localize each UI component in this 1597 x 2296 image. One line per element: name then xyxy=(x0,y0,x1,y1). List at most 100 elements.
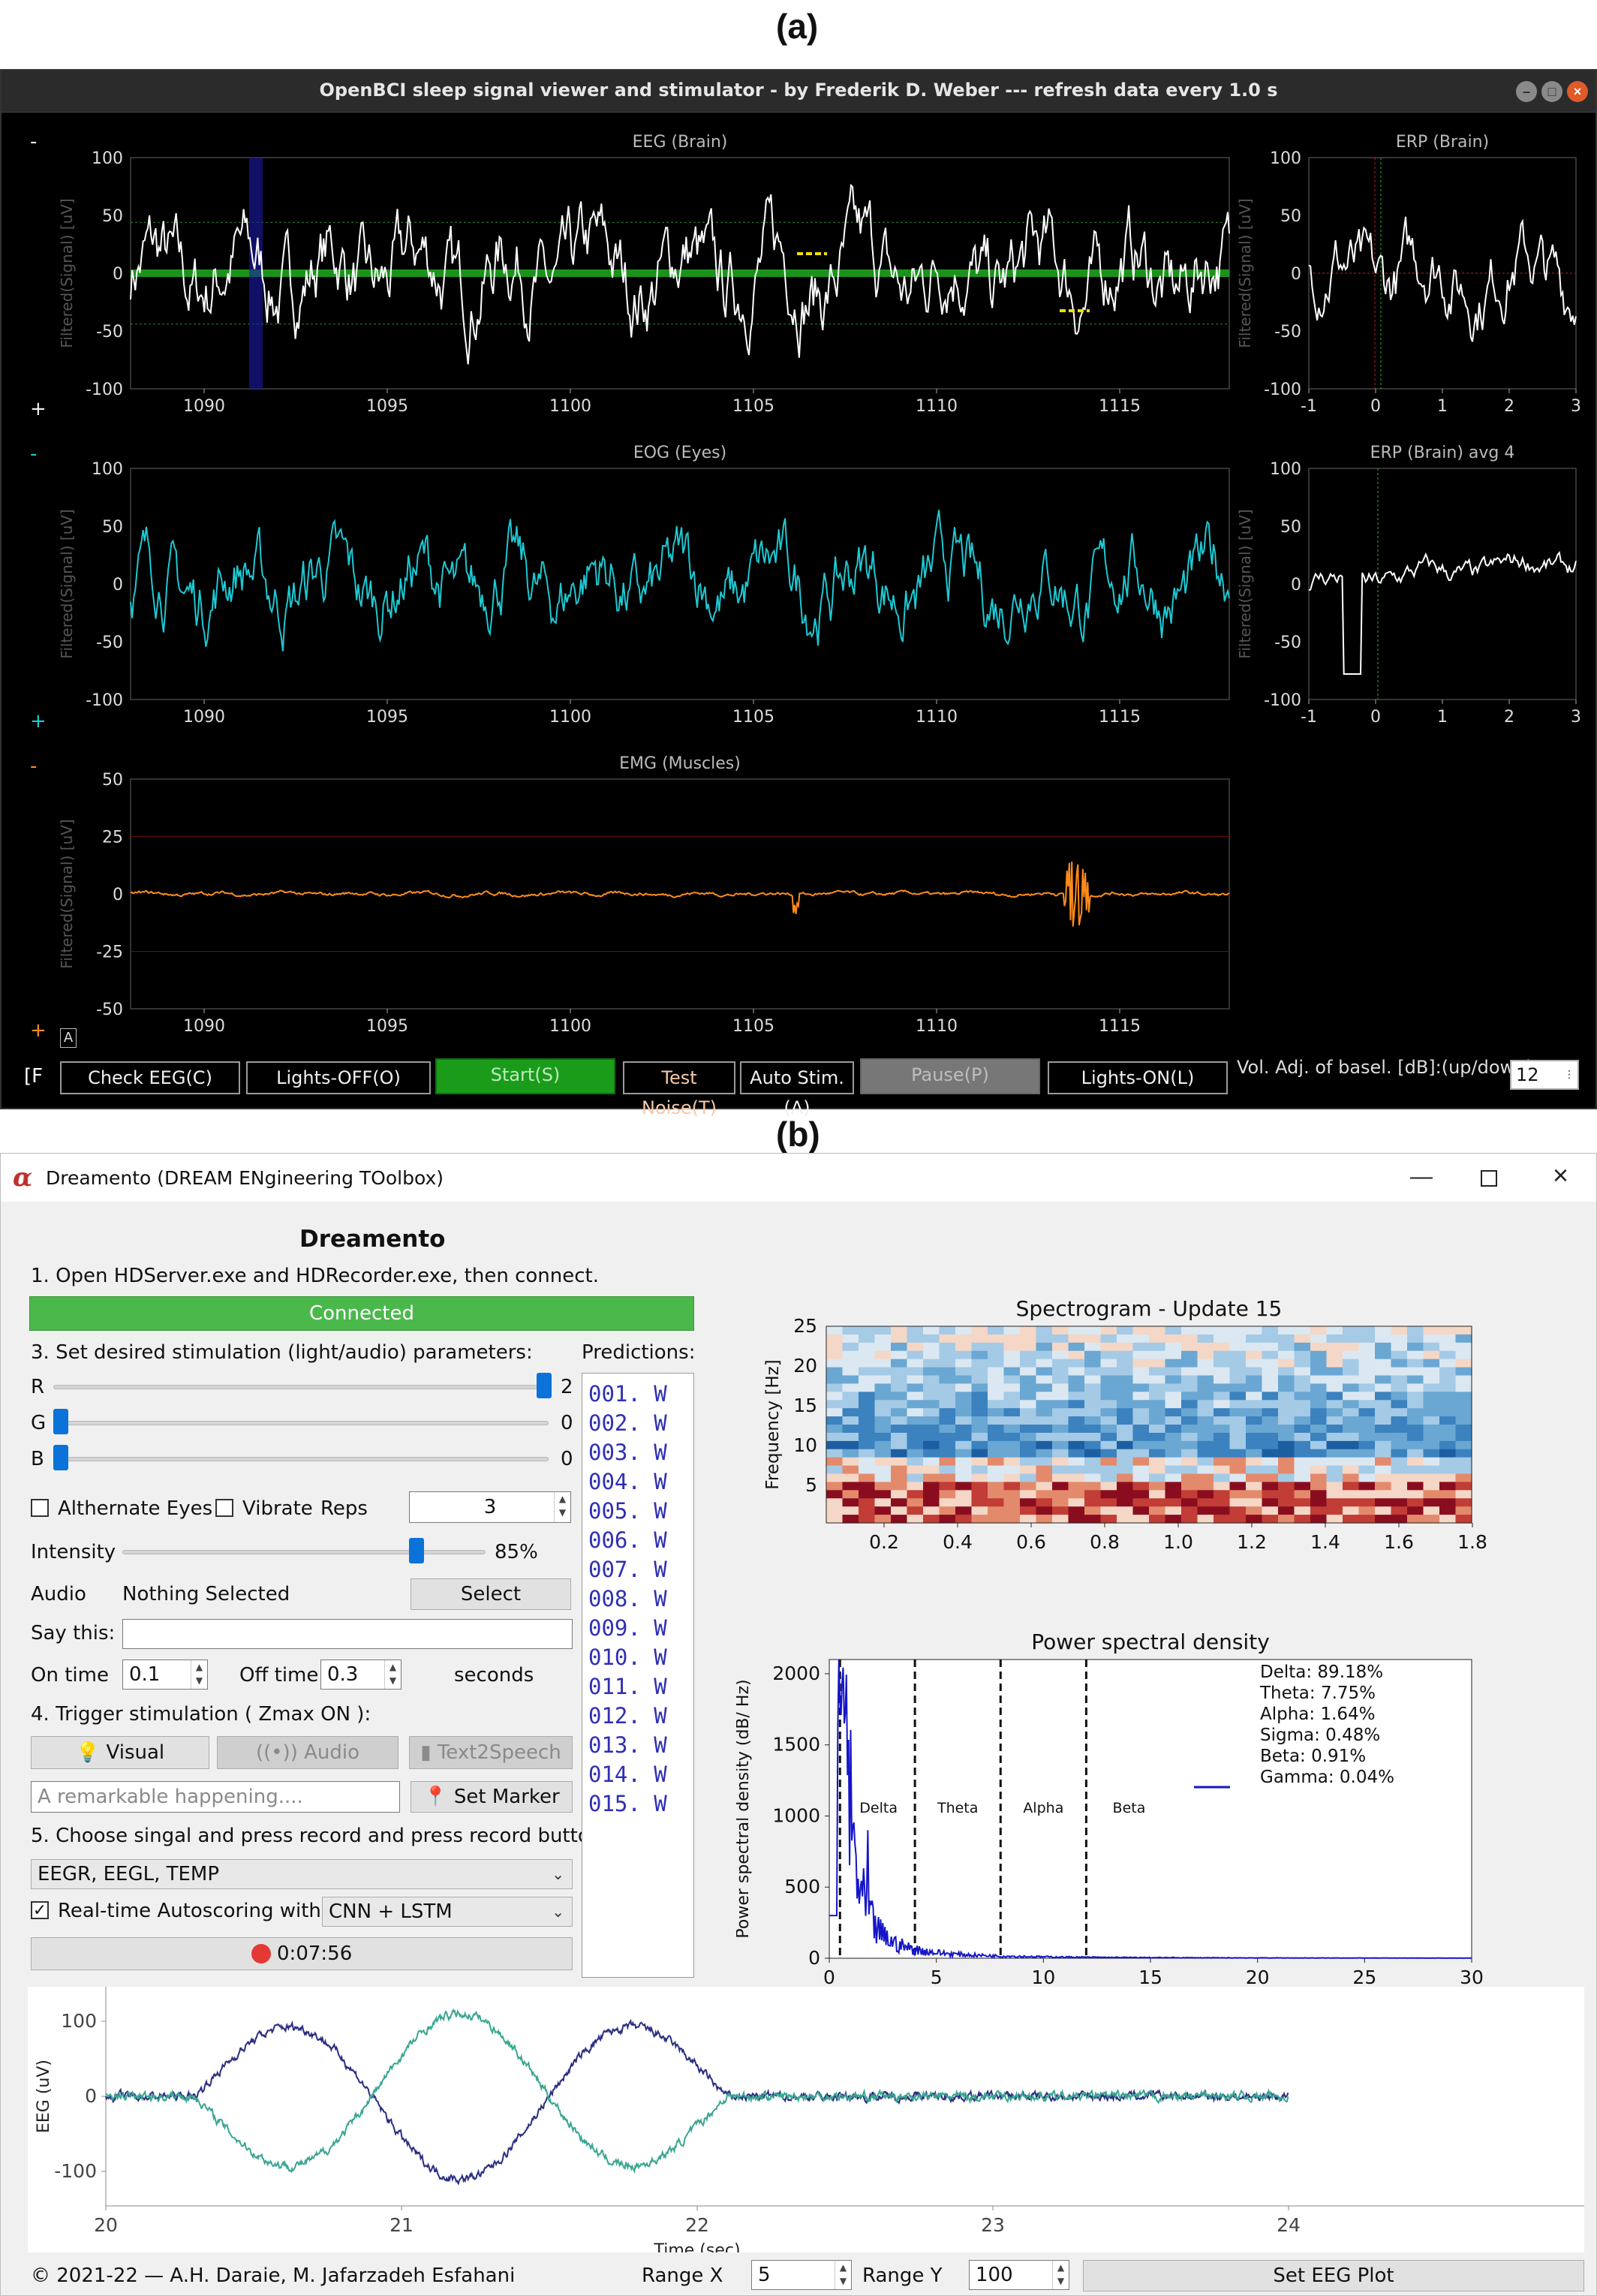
predictions-list[interactable]: 001. W 002. W 003. W 004. W 005. W 006. W 007.… xyxy=(582,1373,694,1978)
spectrogram-cell xyxy=(1117,1457,1134,1467)
g-slider-handle[interactable] xyxy=(53,1409,68,1434)
spectrogram-cell xyxy=(826,1400,844,1409)
spectrogram-cell xyxy=(1246,1342,1263,1352)
close-icon[interactable]: × xyxy=(1567,81,1588,102)
b-slider-handle[interactable] xyxy=(53,1445,68,1470)
auto-range-button[interactable]: A xyxy=(60,1028,77,1048)
spectrogram-cell xyxy=(1117,1449,1134,1458)
spectrogram-cell xyxy=(939,1383,956,1392)
spectrogram-cell xyxy=(1455,1400,1472,1409)
g-slider-track[interactable] xyxy=(53,1421,549,1425)
erp-avg-trace xyxy=(1308,550,1577,675)
lights-off-button[interactable]: Lights-OFF(O) xyxy=(246,1061,431,1094)
spectrogram-title: Spectrogram - Update 15 xyxy=(1016,1296,1283,1321)
marker-input[interactable]: A remarkable happening.... xyxy=(31,1781,400,1813)
spectrogram-cell xyxy=(1262,1400,1279,1409)
prediction-item: 015. W xyxy=(588,1791,667,1816)
on-time-spinbox[interactable]: 0.1 ▲ ▼ xyxy=(122,1660,208,1690)
spectrogram-cell xyxy=(842,1416,859,1425)
spectrogram-cell xyxy=(1310,1326,1328,1335)
range-x-spinbox[interactable]: 5 ▲ ▼ xyxy=(751,2260,852,2290)
chevron-down-icon: ⌄ xyxy=(552,1903,564,1921)
pause-button[interactable]: Pause(P) xyxy=(860,1058,1040,1094)
eog-scale-plus[interactable]: + xyxy=(30,710,47,733)
vibrate-checkbox[interactable] xyxy=(215,1499,233,1517)
start-button[interactable]: Start(S) xyxy=(435,1058,615,1094)
minimize-icon[interactable]: – xyxy=(1516,81,1537,102)
spectrogram-cell xyxy=(1375,1350,1392,1360)
visual-button[interactable]: 💡 Visual xyxy=(31,1736,209,1769)
maximize-icon[interactable]: □ xyxy=(1541,81,1562,102)
emg-scale-minus[interactable]: - xyxy=(30,755,38,778)
spectrogram-cell xyxy=(1262,1440,1279,1450)
spectrogram-cell xyxy=(1310,1416,1328,1425)
spectrogram-cell xyxy=(1326,1408,1343,1417)
intensity-slider-handle[interactable] xyxy=(409,1538,424,1563)
r-slider-track[interactable] xyxy=(53,1385,549,1389)
signal-combobox[interactable]: EEGR, EEGL, TEMP ⌄ xyxy=(31,1859,573,1889)
openbci-titlebar: OpenBCI sleep signal viewer and stimulat… xyxy=(2,71,1595,113)
spectrogram-cell xyxy=(1020,1506,1037,1515)
off-time-spinbox[interactable]: 0.3 ▲ ▼ xyxy=(320,1660,402,1690)
auto-stim-button[interactable]: Auto Stim.(A) xyxy=(740,1061,854,1118)
test-noise-button[interactable]: Test Noise(T) xyxy=(623,1061,735,1118)
spectrogram-cell xyxy=(1197,1506,1214,1515)
spectrogram-cell xyxy=(1326,1449,1343,1458)
text2speech-button[interactable]: ▮ Text2Speech xyxy=(409,1736,573,1769)
spectrogram-cell xyxy=(1278,1473,1295,1483)
spectrogram-cell xyxy=(1068,1506,1085,1515)
psd-legend-entry: Gamma: 0.04% xyxy=(1260,1768,1394,1787)
spectrogram-cell xyxy=(1052,1408,1069,1417)
emg-xtick: 1115 xyxy=(1099,1017,1141,1036)
spectrogram-cell xyxy=(1294,1408,1311,1417)
minimize-icon[interactable]: — xyxy=(1410,1164,1433,1189)
emg-scale-plus[interactable]: + xyxy=(30,1019,47,1042)
say-this-input[interactable] xyxy=(122,1619,573,1649)
range-y-value: 100 xyxy=(976,2264,1013,2286)
record-button[interactable]: 0:07:56 xyxy=(31,1937,573,1970)
spectrogram-cell xyxy=(988,1367,1005,1377)
spectrogram-cell xyxy=(1181,1425,1199,1434)
autoscoring-checkbox[interactable]: ✓ xyxy=(31,1901,49,1919)
spectrogram-cell xyxy=(1197,1359,1214,1368)
spectrogram-cell xyxy=(1149,1457,1166,1467)
spectrogram-cell xyxy=(1052,1367,1069,1377)
spectrogram-cell xyxy=(1020,1440,1037,1450)
r-slider-handle[interactable] xyxy=(537,1373,552,1398)
spectrogram-cell xyxy=(1358,1473,1376,1483)
spectrogram-cell xyxy=(1391,1449,1408,1458)
eog-scale-minus[interactable]: - xyxy=(30,443,38,465)
spectrogram-cell xyxy=(1132,1326,1150,1335)
spectrogram-cell xyxy=(891,1408,908,1417)
maximize-icon[interactable] xyxy=(1481,1170,1497,1187)
volume-spinbox[interactable]: 12 ⋮ xyxy=(1510,1060,1579,1090)
eeg-scale-plus[interactable]: + xyxy=(30,398,47,420)
spectrogram-cell xyxy=(1343,1359,1360,1368)
spectrogram-cell xyxy=(923,1375,940,1385)
spectrogram-cell xyxy=(1375,1457,1392,1467)
close-icon[interactable]: × xyxy=(1553,1160,1569,1190)
eeg-artifact-marker xyxy=(249,158,263,389)
range-y-spinbox[interactable]: 100 ▲ ▼ xyxy=(969,2260,1069,2290)
spectrogram-cell xyxy=(1246,1473,1263,1483)
model-combobox[interactable]: CNN + LSTM ⌄ xyxy=(322,1897,573,1927)
spin-arrows-icon: ▲ ▼ xyxy=(554,1492,570,1522)
spectrogram-cell xyxy=(1197,1449,1214,1458)
spectrogram-cell xyxy=(842,1383,859,1392)
set-marker-button[interactable]: 📍 Set Marker xyxy=(411,1781,573,1813)
eeg-trace-2 xyxy=(105,2008,1289,2174)
spectrogram-cell xyxy=(1375,1408,1392,1417)
reps-spinbox[interactable]: 3 ▲ ▼ xyxy=(409,1491,571,1523)
spectrogram-cell xyxy=(1117,1342,1134,1352)
eeg-scale-minus[interactable]: - xyxy=(30,131,38,153)
set-eeg-plot-button[interactable]: Set EEG Plot xyxy=(1083,2260,1584,2291)
b-slider-track[interactable] xyxy=(53,1457,549,1461)
select-audio-button[interactable]: Select xyxy=(411,1578,571,1610)
connected-status[interactable]: Connected xyxy=(29,1296,694,1331)
audio-trigger-button[interactable]: ((•)) Audio xyxy=(217,1736,398,1769)
spectrogram-cell xyxy=(1084,1350,1102,1360)
check-eeg-button[interactable]: Check EEG(C) xyxy=(60,1061,240,1094)
intensity-slider-track[interactable] xyxy=(122,1550,486,1554)
lights-on-button[interactable]: Lights-ON(L) xyxy=(1048,1061,1228,1094)
alternate-eyes-checkbox[interactable] xyxy=(31,1499,49,1517)
